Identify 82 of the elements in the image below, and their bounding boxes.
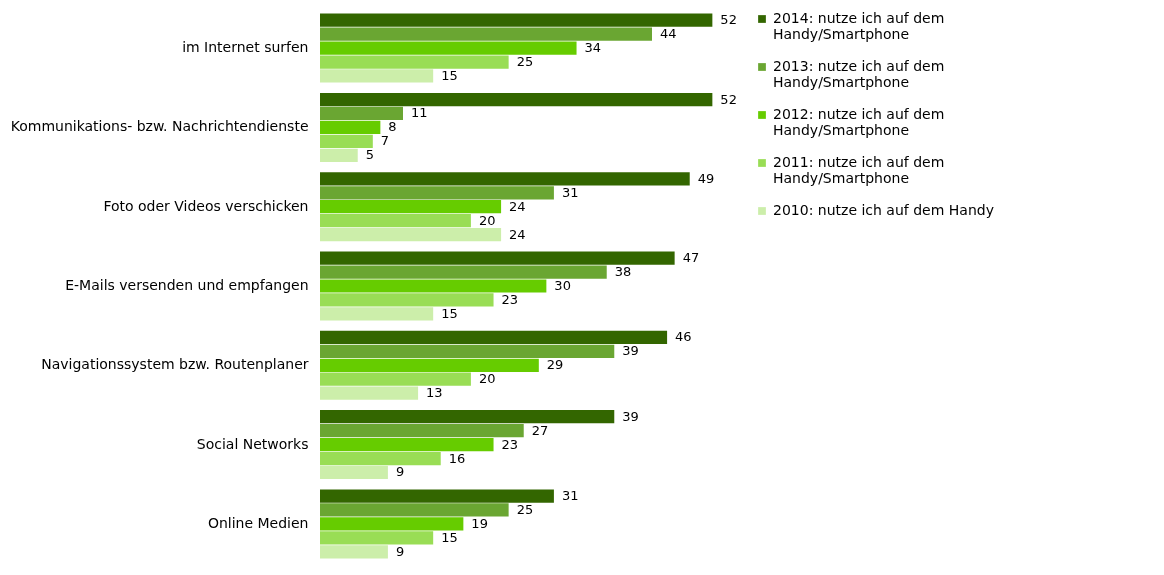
data-label: 20	[478, 212, 496, 228]
data-label: 52	[720, 12, 737, 28]
data-label: 23	[501, 436, 519, 452]
bar	[320, 41, 577, 55]
bar	[320, 214, 471, 228]
y-tick-label: Navigationssystem bzw. Routenplaner	[41, 356, 309, 373]
bar	[320, 503, 509, 517]
bar	[320, 517, 464, 531]
legend-label: 2011: nutze ich auf dem Handy/Smartphone	[773, 154, 945, 186]
data-label: 25	[516, 54, 534, 70]
bar	[320, 13, 713, 27]
y-tick-label: Kommunikations- bzw. Nachrichtendienste	[10, 118, 309, 135]
data-label: 52	[720, 91, 737, 107]
data-label: 7	[380, 133, 390, 149]
data-label: 19	[471, 515, 488, 531]
bar	[320, 372, 471, 386]
data-label: 9	[395, 543, 405, 559]
bar	[320, 69, 434, 83]
y-tick-label: Online Medien	[207, 514, 309, 531]
data-label: 25	[516, 501, 534, 517]
data-label: 47	[682, 250, 700, 266]
data-label: 23	[501, 291, 519, 307]
data-label: 15	[441, 529, 458, 545]
data-label: 20	[478, 371, 496, 387]
data-label: 34	[584, 40, 602, 56]
bar	[320, 451, 441, 466]
data-label: 39	[622, 343, 639, 359]
y-tick-label: im Internet surfen	[182, 39, 309, 56]
bar	[320, 386, 419, 400]
data-label: 44	[660, 26, 677, 42]
data-label: 15	[441, 305, 458, 321]
legend-label: 2013: nutze ich auf dem Handy/Smartphone	[773, 58, 945, 90]
bar	[320, 200, 502, 214]
legend-label: 2010: nutze ich auf dem Handy	[773, 202, 994, 218]
data-label: 49	[697, 170, 715, 186]
data-label: 8	[388, 119, 397, 135]
data-label: 15	[441, 67, 458, 83]
data-label: 31	[561, 488, 579, 504]
bar	[320, 358, 539, 372]
data-label: 27	[531, 422, 549, 438]
data-label: 29	[546, 357, 564, 373]
bar	[320, 186, 554, 200]
bar	[320, 545, 388, 559]
bar	[320, 148, 358, 162]
bar	[320, 92, 713, 107]
legend-label: 2012: nutze ich auf dem Handy/Smartphone	[773, 106, 945, 138]
data-label: 13	[426, 385, 443, 401]
bar	[320, 531, 434, 545]
bar	[320, 172, 690, 186]
bar	[320, 330, 668, 345]
bar	[320, 489, 554, 503]
bar	[320, 55, 509, 69]
bar	[320, 120, 381, 135]
bar	[320, 279, 547, 293]
bar	[320, 465, 388, 480]
data-label: 16	[448, 450, 466, 466]
bar	[320, 227, 502, 242]
data-label: 31	[561, 184, 579, 200]
bar	[320, 265, 607, 279]
bar	[320, 27, 652, 41]
data-label: 38	[614, 264, 632, 280]
data-label: 46	[675, 329, 692, 345]
data-label: 39	[622, 408, 639, 424]
data-label: 24	[509, 198, 526, 214]
y-tick-label: Foto oder Videos verschicken	[103, 197, 309, 214]
data-label: 24	[509, 226, 526, 242]
bar	[320, 106, 403, 121]
bar	[320, 293, 494, 307]
bar	[320, 134, 373, 148]
bar	[320, 424, 524, 438]
data-label: 5	[365, 147, 375, 163]
bar	[320, 344, 615, 358]
bar	[320, 251, 675, 265]
bar	[320, 410, 615, 424]
y-tick-label: Social Networks	[196, 435, 309, 452]
bar	[320, 307, 434, 321]
data-label: 9	[395, 464, 405, 480]
data-label: 11	[411, 105, 428, 121]
bar	[320, 437, 494, 452]
data-label: 30	[554, 278, 571, 293]
legend-label: 2014: nutze ich auf dem Handy/Smartphone	[773, 10, 945, 42]
y-tick-label: E-Mails versenden und empfangen	[65, 277, 309, 293]
